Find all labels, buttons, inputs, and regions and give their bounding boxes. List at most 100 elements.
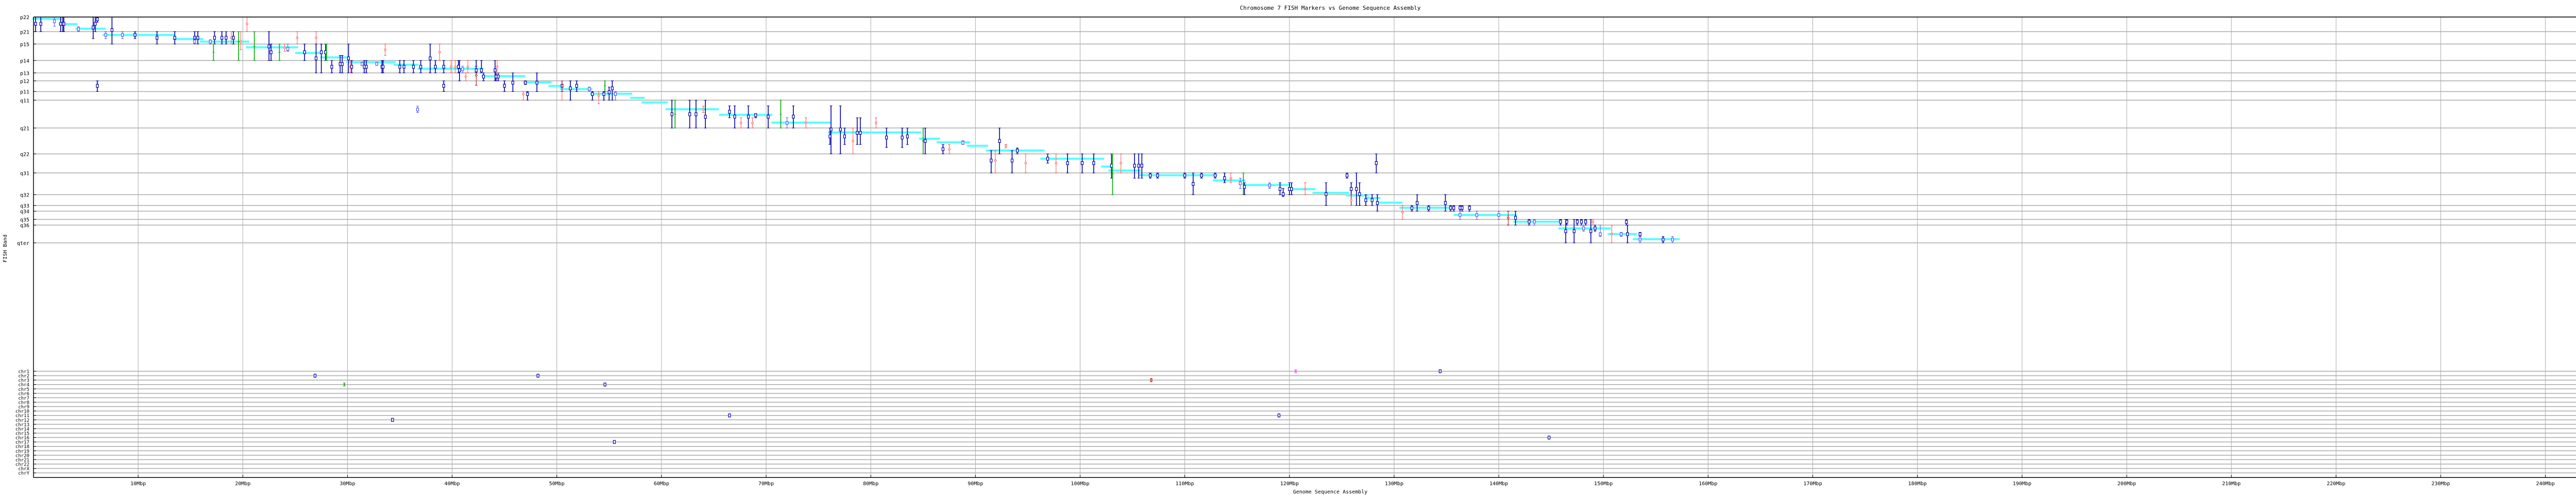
chromosome-label: chr16	[15, 436, 29, 441]
fish-marker-fhcrc	[1564, 219, 1567, 243]
y-band-label: p21	[20, 29, 29, 35]
fish-marker-fhcrc	[1461, 205, 1464, 212]
fish-marker-fhcrc	[412, 60, 415, 73]
square-glyph	[733, 114, 736, 119]
square-glyph	[412, 64, 415, 69]
square-glyph	[611, 86, 614, 90]
x-tick-label: 30Mbp	[340, 481, 355, 487]
diamond-glyph	[296, 36, 299, 40]
x-tick-label: 180Mbp	[1908, 481, 1927, 487]
x-tick-label: 190Mbp	[2013, 481, 2031, 487]
y-band-label: q33	[20, 204, 29, 209]
square-glyph	[1599, 232, 1602, 236]
assembly-band-segment	[1346, 194, 1369, 196]
square-glyph	[1370, 198, 1374, 202]
fish-marker-csmc	[454, 60, 457, 73]
square-glyph	[614, 92, 617, 96]
y-band-label: q36	[20, 223, 29, 229]
fish-marker-fhcrc	[133, 31, 137, 39]
assembly-band-segment	[827, 131, 921, 134]
diamond-glyph	[947, 147, 951, 151]
square-glyph	[901, 136, 904, 140]
square-glyph	[1475, 213, 1479, 217]
square-glyph	[1268, 184, 1271, 188]
square-glyph	[347, 56, 350, 60]
fish-marker-fhcrc	[526, 91, 529, 101]
fish-marker-csmc	[1229, 172, 1232, 183]
fish-marker-fhcrc	[1452, 205, 1455, 212]
square-glyph	[398, 64, 401, 69]
square-glyph	[786, 121, 789, 125]
square-glyph	[1444, 201, 1447, 205]
square-glyph	[286, 47, 290, 51]
off-chromosome-marker-fhcrc	[391, 418, 394, 422]
assembly-band-segment	[1399, 206, 1452, 209]
diamond-glyph	[994, 159, 997, 162]
assembly-band-segment	[200, 40, 249, 43]
square-glyph	[1638, 238, 1641, 242]
diamond-glyph	[464, 75, 467, 78]
fish-marker-fhcrc	[96, 16, 99, 23]
chromosome-label: chr6	[18, 391, 29, 397]
fish-marker-fhcrc	[173, 31, 176, 44]
diamond-glyph	[852, 139, 855, 143]
square-glyph	[225, 36, 228, 40]
square-glyph	[1133, 163, 1136, 168]
fish-marker-csmc	[702, 106, 705, 113]
fish-marker-fhcrc	[1281, 188, 1285, 197]
fish-marker-fhcrc	[885, 127, 888, 148]
square-glyph	[603, 383, 606, 387]
fish-marker-fhcrc	[156, 31, 159, 44]
assembly-band-segment	[481, 75, 526, 77]
square-glyph	[569, 86, 572, 90]
assembly-band-segment	[1377, 201, 1403, 204]
square-glyph	[526, 92, 529, 96]
fish-marker-fhcrc	[110, 16, 113, 44]
square-glyph	[1559, 220, 1562, 224]
square-glyph	[330, 64, 333, 69]
chromosome-label: chr8	[18, 400, 29, 405]
fish-marker-fhcrc	[828, 127, 832, 145]
square-glyph	[1459, 213, 1462, 217]
diamond-glyph	[561, 84, 564, 88]
assembly-band-segment	[1288, 188, 1316, 190]
square-glyph	[96, 84, 99, 88]
fish-marker-nci	[121, 31, 124, 39]
y-axis-label: FISH Band	[3, 235, 8, 262]
assembly-band-segment	[295, 52, 323, 54]
assembly-band-segment	[719, 113, 773, 116]
fish-marker-fhcrc	[1370, 194, 1374, 206]
square-glyph	[591, 92, 594, 96]
fish-marker-fhcrc	[1345, 172, 1349, 179]
square-glyph	[34, 22, 37, 26]
fish-marker-csmc	[1004, 144, 1007, 148]
fish-marker-fhcrc	[906, 127, 909, 145]
fish-marker-csmc	[296, 31, 299, 44]
fish-marker-nci	[1620, 232, 1623, 237]
fish-marker-csmc	[1350, 194, 1353, 206]
assembly-band-segment	[1633, 238, 1680, 240]
square-glyph	[1514, 216, 1517, 220]
fish-marker-fhcrc	[196, 31, 199, 44]
square-glyph	[434, 64, 437, 69]
off-chromosome-marker-fhcrc	[728, 414, 731, 418]
fish-marker-fhcrc	[402, 60, 405, 73]
fish-marker-nci	[77, 26, 80, 32]
fish-marker-nci	[1582, 225, 1585, 232]
square-glyph	[1410, 206, 1414, 210]
fish-marker-fhcrc	[1355, 172, 1358, 206]
chromosome-label: chr5	[18, 387, 29, 392]
fish-marker-fhcrc	[591, 91, 594, 101]
off-chromosome-marker-fhcrc	[1277, 414, 1281, 418]
x-tick-label: 200Mbp	[2117, 481, 2136, 487]
square-glyph	[59, 22, 62, 26]
fish-marker-fhcrc	[434, 60, 437, 73]
square-glyph	[885, 136, 888, 140]
square-glyph	[1572, 229, 1575, 233]
fish-marker-fhcrc	[511, 72, 515, 92]
square-glyph	[1575, 220, 1579, 224]
square-glyph	[1355, 187, 1358, 191]
diamond-glyph	[1591, 220, 1595, 224]
assembly-band-segment	[1312, 191, 1349, 194]
fish-marker-fhcrc	[670, 100, 673, 128]
